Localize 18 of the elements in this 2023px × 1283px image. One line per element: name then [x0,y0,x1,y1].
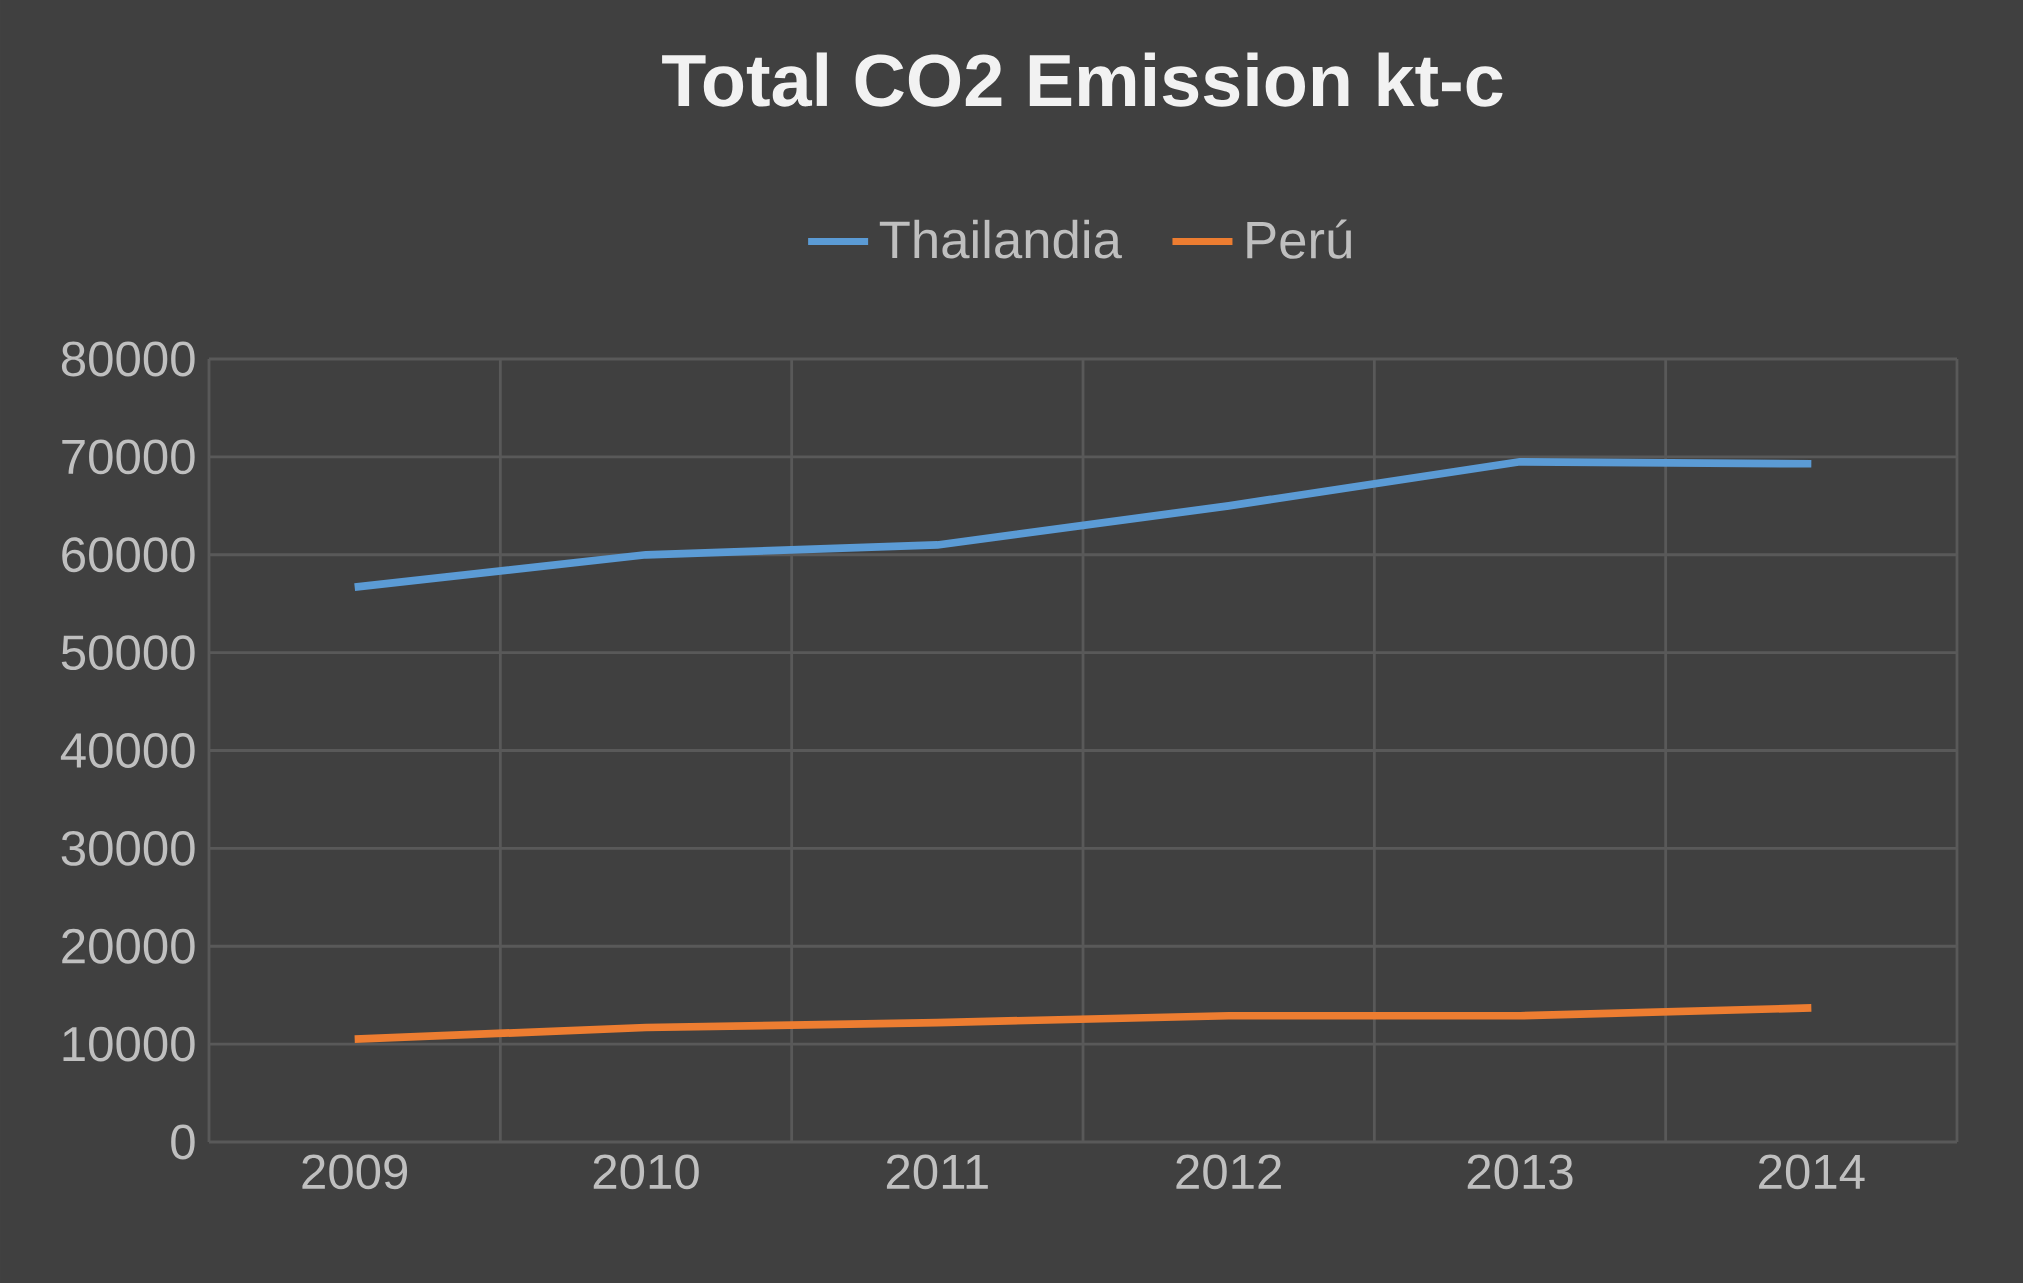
y-tick-label: 70000 [62,439,195,475]
x-tick-label: 2010 [593,1154,699,1190]
y-tick-label: 80000 [61,341,195,377]
x-tick-label: 2012 [1176,1154,1281,1190]
y-tick-label: 30000 [61,830,195,866]
y-tick-label: 50000 [61,635,195,671]
x-tick-label: 2013 [1467,1154,1573,1190]
y-tick-label: 60000 [62,537,195,573]
x-tick-label: 2009 [302,1154,408,1190]
y-tick-label: 10000 [63,1026,195,1062]
y-tick-label: 0 [171,1124,195,1160]
chart-title: Total CO2 Emission kt-c [662,52,1503,107]
y-tick-label: 40000 [60,733,195,768]
legend-label: Thailandia [879,219,1122,259]
legend-label: Perú [1247,219,1351,259]
y-tick-label: 20000 [62,928,195,964]
x-tick-label: 2011 [886,1154,988,1190]
x-tick-label: 2014 [1759,1154,1865,1190]
